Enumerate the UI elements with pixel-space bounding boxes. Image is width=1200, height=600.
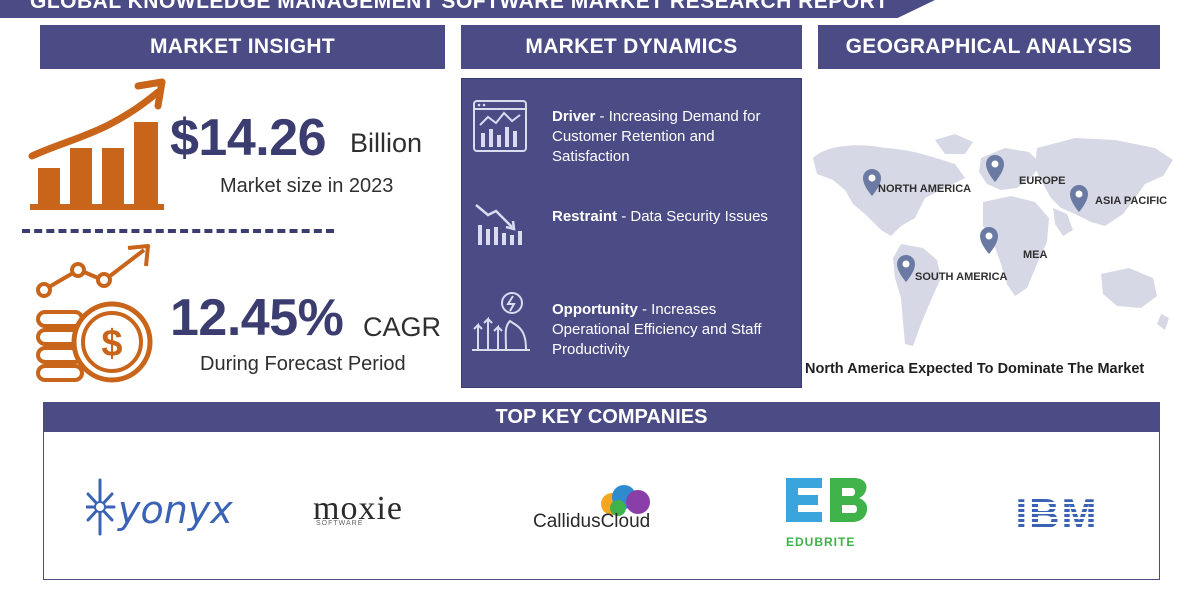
edubrite-logo-text: EDUBRITE: [786, 535, 856, 549]
market-size-value: $14.26: [170, 109, 327, 167]
yonyx-logo-mark: [86, 478, 116, 536]
market-dynamics-title: MARKET DYNAMICS: [525, 35, 738, 58]
opportunity-growth-icon: [472, 292, 530, 351]
callidus-cloud-logo-mark: [601, 485, 650, 516]
market-size-unit: Billion: [350, 128, 423, 158]
region-label-south-america: SOUTH AMERICA: [915, 271, 1008, 283]
top-key-companies-header: TOP KEY COMPANIES: [43, 402, 1160, 432]
ibm-logo-text: IBM: [1016, 494, 1099, 532]
opportunity-title: Opportunity: [552, 301, 638, 318]
geographical-analysis-header: GEOGRAPHICAL ANALYSIS: [818, 25, 1160, 69]
cagr-unit: CAGR: [363, 312, 442, 342]
growth-chart-icon: [28, 78, 166, 210]
driver-title: Driver: [552, 108, 596, 125]
restraint-title: Restraint: [552, 208, 618, 225]
coin-growth-icon: $: [36, 244, 153, 383]
ibm-logo: IBM: [1016, 494, 1099, 532]
driver-text: - Increasing Demand for Customer Retenti…: [552, 108, 761, 165]
declining-chart-icon: [475, 204, 522, 245]
callidus-cloud-logo-text: CallidusCloud: [533, 511, 651, 532]
edubrite-logo-mark: [786, 478, 868, 522]
market-size-label: Market size in 2023: [220, 175, 394, 197]
region-label-north-america: NORTH AMERICA: [878, 183, 972, 195]
world-map: [813, 134, 1173, 346]
market-insight-title: MARKET INSIGHT: [149, 35, 336, 58]
yonyx-logo-text: yonyx: [118, 488, 233, 532]
opportunity-text: - Increases Operational Efficiency and S…: [552, 301, 762, 358]
region-label-asia-pacific: ASIA PACIFIC: [1095, 195, 1168, 207]
geographical-analysis-title: GEOGRAPHICAL ANALYSIS: [845, 35, 1133, 58]
market-dynamics-header: MARKET DYNAMICS: [461, 25, 802, 69]
moxie-logo-text: moxie: [313, 490, 403, 527]
svg-text:$: $: [101, 323, 122, 365]
cagr-label: During Forecast Period: [200, 353, 406, 375]
market-insight-header: MARKET INSIGHT: [40, 25, 445, 69]
dashboard-chart-icon: [473, 100, 527, 152]
restraint-item: Restraint - Data Security Issues: [552, 207, 782, 227]
region-label-europe: EUROPE: [1019, 175, 1066, 187]
report-title: GLOBAL KNOWLEDGE MANAGEMENT SOFTWARE MAR…: [30, 0, 889, 13]
report-title-banner: GLOBAL KNOWLEDGE MANAGEMENT SOFTWARE MAR…: [0, 0, 935, 18]
moxie-logo-subtext: SOFTWARE: [316, 520, 364, 527]
region-label-mea: MEA: [1023, 249, 1048, 261]
geography-caption: North America Expected To Dominate The M…: [805, 361, 1145, 377]
top-key-companies-title: TOP KEY COMPANIES: [495, 405, 708, 428]
driver-item: Driver - Increasing Demand for Customer …: [552, 107, 782, 167]
opportunity-item: Opportunity - Increases Operational Effi…: [552, 300, 782, 360]
market-dynamics-panel: Driver - Increasing Demand for Customer …: [461, 78, 802, 388]
cagr-value: 12.45%: [170, 289, 344, 347]
restraint-text: - Data Security Issues: [617, 208, 768, 225]
section-divider: [22, 229, 334, 233]
